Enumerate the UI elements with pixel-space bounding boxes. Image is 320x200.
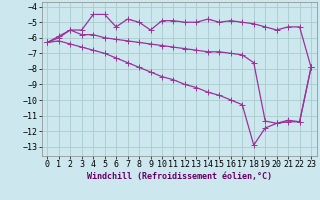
X-axis label: Windchill (Refroidissement éolien,°C): Windchill (Refroidissement éolien,°C): [87, 172, 272, 181]
